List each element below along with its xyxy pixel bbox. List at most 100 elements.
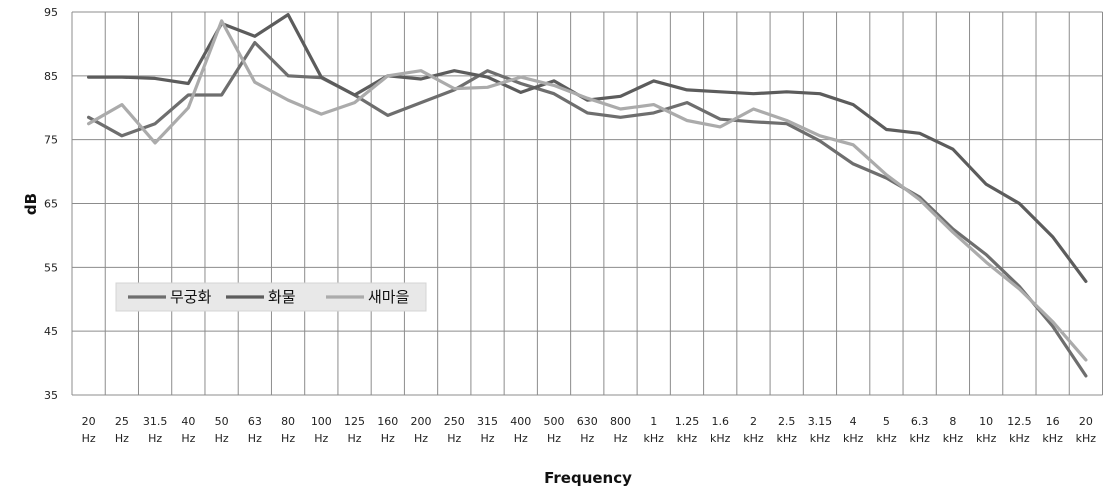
x-tick-value: 800 — [610, 415, 631, 428]
x-tick-label: 80 Hz — [281, 415, 295, 445]
x-tick-unit: Hz — [381, 432, 395, 445]
x-tick-unit: Hz — [215, 432, 229, 445]
x-tick-label: 6.3 kHz — [909, 415, 930, 445]
series-line-2 — [86, 13, 1088, 283]
x-tick-unit: Hz — [348, 432, 362, 445]
x-tick-value: 63 — [248, 415, 262, 428]
x-tick-value: 16 — [1046, 415, 1060, 428]
x-tick-unit: kHz — [776, 432, 797, 445]
x-tick-unit: Hz — [547, 432, 561, 445]
x-tick-value: 500 — [544, 415, 565, 428]
x-tick-label: 100 Hz — [311, 415, 332, 445]
x-tick-label: 2 kHz — [743, 415, 764, 445]
x-tick-label: 63 Hz — [248, 415, 262, 445]
x-tick-label: 4 kHz — [843, 415, 864, 445]
x-tick-value: 1.25 — [675, 415, 700, 428]
x-tick-unit: kHz — [943, 432, 964, 445]
x-tick-value: 2 — [750, 415, 757, 428]
x-tick-label: 50 Hz — [215, 415, 229, 445]
x-tick-value: 100 — [311, 415, 332, 428]
x-tick-unit: kHz — [677, 432, 698, 445]
x-tick-label: 16 kHz — [1042, 415, 1063, 445]
x-tick-label: 25 Hz — [115, 415, 129, 445]
x-tick-unit: kHz — [876, 432, 897, 445]
x-tick-unit: Hz — [514, 432, 528, 445]
x-tick-unit: Hz — [281, 432, 295, 445]
x-tick-value: 400 — [510, 415, 531, 428]
series-layer — [86, 13, 1088, 378]
x-axis-title: Frequency — [544, 469, 632, 487]
x-tick-value: 3.15 — [808, 415, 833, 428]
y-tick-label: 45 — [44, 325, 58, 338]
y-tick-label: 75 — [44, 134, 58, 147]
y-axis-title: dB — [22, 193, 40, 215]
legend-label: 새마을 — [368, 288, 409, 306]
x-tick-value: 8 — [949, 415, 956, 428]
x-tick-unit: kHz — [644, 432, 665, 445]
x-tick-unit: kHz — [1009, 432, 1030, 445]
x-tick-unit: kHz — [1042, 432, 1063, 445]
x-tick-unit: Hz — [248, 432, 262, 445]
x-tick-label: 20 kHz — [1076, 415, 1097, 445]
x-axis-ticks: 20Hz25Hz31.5Hz40Hz50Hz63Hz80Hz100Hz125Hz… — [82, 415, 1097, 445]
x-tick-label: 10 kHz — [976, 415, 997, 445]
legend-label: 무궁화 — [170, 288, 212, 306]
x-tick-value: 40 — [181, 415, 195, 428]
x-tick-value: 2.5 — [778, 415, 796, 428]
x-tick-label: 400 Hz — [510, 415, 531, 445]
x-tick-label: 1 kHz — [644, 415, 665, 445]
x-tick-unit: kHz — [1076, 432, 1097, 445]
x-tick-label: 1.6 kHz — [710, 415, 731, 445]
series-line-1 — [86, 40, 1088, 378]
x-tick-label: 2.5 kHz — [776, 415, 797, 445]
x-tick-value: 50 — [215, 415, 229, 428]
y-tick-label: 55 — [44, 261, 58, 274]
x-tick-label: 125 Hz — [344, 415, 365, 445]
x-tick-value: 4 — [850, 415, 857, 428]
x-tick-unit: Hz — [181, 432, 195, 445]
x-tick-label: 500 Hz — [544, 415, 565, 445]
x-tick-value: 5 — [883, 415, 890, 428]
x-tick-label: 200 Hz — [411, 415, 432, 445]
x-tick-value: 31.5 — [143, 415, 168, 428]
x-tick-label: 20 Hz — [82, 415, 96, 445]
x-tick-unit: kHz — [976, 432, 997, 445]
y-tick-label: 85 — [44, 70, 58, 83]
x-tick-unit: Hz — [115, 432, 129, 445]
x-tick-value: 6.3 — [911, 415, 929, 428]
x-tick-value: 80 — [281, 415, 295, 428]
x-tick-value: 20 — [1079, 415, 1093, 428]
x-tick-unit: Hz — [481, 432, 495, 445]
x-tick-unit: Hz — [613, 432, 627, 445]
x-tick-value: 25 — [115, 415, 129, 428]
x-tick-unit: kHz — [843, 432, 864, 445]
x-tick-label: 40 Hz — [181, 415, 195, 445]
x-tick-label: 5 kHz — [876, 415, 897, 445]
x-tick-label: 12.5 kHz — [1007, 415, 1032, 445]
x-tick-label: 800 Hz — [610, 415, 631, 445]
x-tick-label: 1.25 kHz — [675, 415, 700, 445]
x-tick-unit: kHz — [810, 432, 831, 445]
x-tick-unit: Hz — [414, 432, 428, 445]
x-tick-value: 250 — [444, 415, 465, 428]
x-tick-value: 315 — [477, 415, 498, 428]
x-tick-value: 1.6 — [711, 415, 729, 428]
x-tick-label: 315 Hz — [477, 415, 498, 445]
x-tick-unit: Hz — [82, 432, 96, 445]
x-tick-label: 160 Hz — [377, 415, 398, 445]
x-tick-value: 200 — [411, 415, 432, 428]
x-tick-value: 10 — [979, 415, 993, 428]
x-tick-value: 125 — [344, 415, 365, 428]
x-tick-label: 3.15 kHz — [808, 415, 833, 445]
x-tick-unit: kHz — [743, 432, 764, 445]
x-tick-value: 20 — [82, 415, 96, 428]
y-tick-label: 35 — [44, 389, 58, 402]
x-tick-unit: Hz — [314, 432, 328, 445]
x-tick-label: 630 Hz — [577, 415, 598, 445]
x-tick-unit: Hz — [148, 432, 162, 445]
legend-box — [115, 282, 427, 312]
x-tick-unit: Hz — [580, 432, 594, 445]
x-tick-unit: kHz — [909, 432, 930, 445]
x-tick-label: 31.5 Hz — [143, 415, 168, 445]
